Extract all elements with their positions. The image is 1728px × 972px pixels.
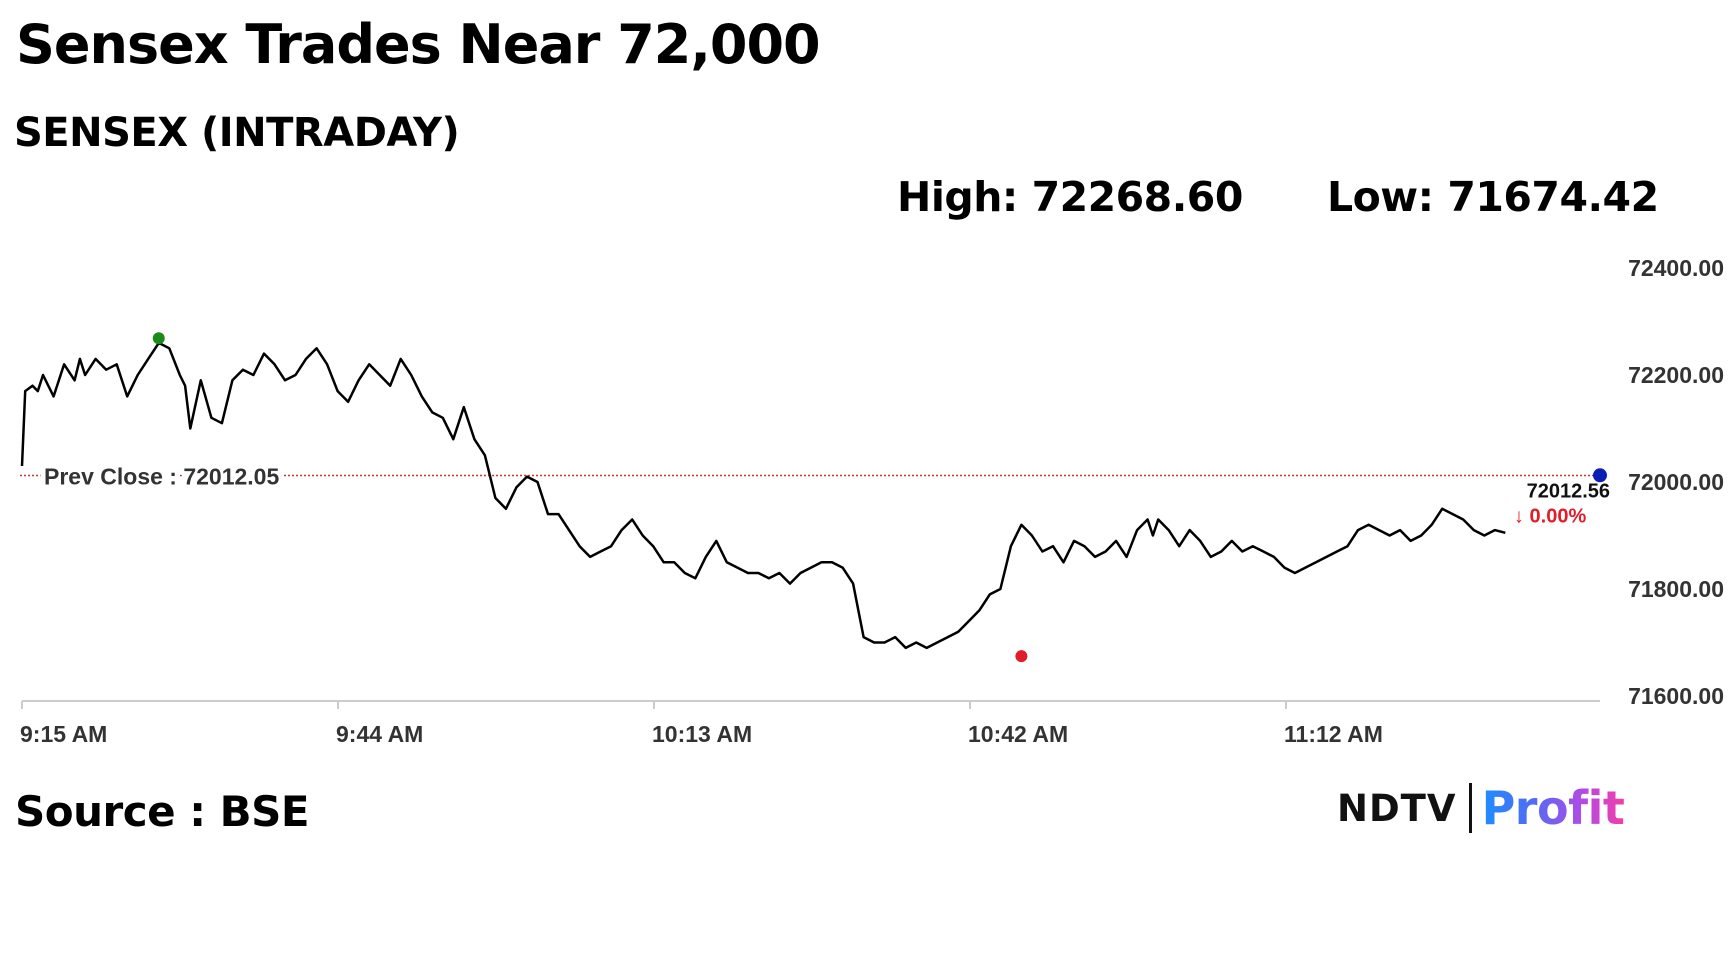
y-tick-label: 72400.00 (1628, 255, 1724, 281)
low-point-marker (1015, 650, 1028, 663)
x-tick-label: 9:15 AM (20, 721, 107, 747)
current-value-label: 72012.56 (1527, 480, 1610, 502)
ndtv-profit-logo: NDTV Profit (1337, 778, 1625, 838)
headline: Sensex Trades Near 72,000 (16, 13, 821, 76)
x-tick-label: 10:42 AM (968, 721, 1068, 747)
price-series-line (20, 341, 1506, 650)
change-percent-label: ↓ 0.00% (1514, 505, 1586, 527)
x-tick-label: 11:12 AM (1284, 721, 1383, 747)
x-axis-ticks: 9:15 AM 9:44 AM 10:13 AM 10:42 AM 11:12 AM (20, 701, 1383, 747)
y-axis-ticks: 72400.00 72200.00 72000.00 71800.00 71600.00 (1628, 255, 1724, 709)
profit-wordmark: Profit (1481, 781, 1625, 835)
ndtv-wordmark: NDTV (1337, 786, 1457, 830)
high-point-marker (152, 332, 165, 345)
current-value-marker (1593, 468, 1607, 483)
prev-close-label: Prev Close : 72012.05 (44, 464, 279, 490)
y-tick-label: 71600.00 (1628, 683, 1724, 709)
x-tick-label: 9:44 AM (336, 721, 423, 747)
y-tick-label: 72200.00 (1628, 362, 1724, 388)
chart-title: SENSEX (INTRADAY) (14, 110, 460, 156)
high-stat: High: 72268.60 (897, 173, 1243, 221)
logo-divider (1468, 783, 1472, 833)
x-tick-label: 10:13 AM (652, 721, 752, 747)
source-note: Source : BSE (15, 787, 310, 836)
y-tick-label: 72000.00 (1628, 469, 1724, 495)
y-tick-label: 71800.00 (1628, 576, 1724, 602)
low-stat: Low: 71674.42 (1327, 173, 1659, 221)
